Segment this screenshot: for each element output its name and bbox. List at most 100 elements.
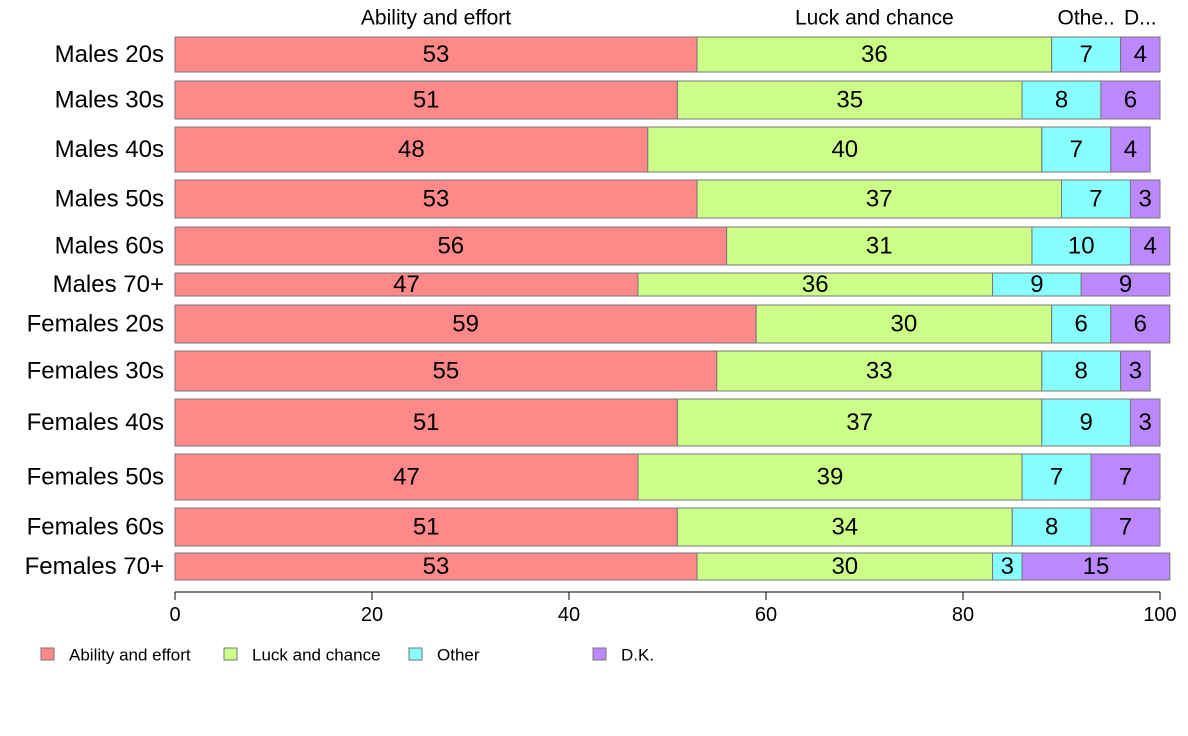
bar-row: 55 33 8 3 xyxy=(174,350,1151,392)
top-series-label: Othe.. xyxy=(1058,7,1115,30)
data-label: 7 xyxy=(1089,186,1102,213)
bar-segment xyxy=(1129,226,1171,266)
data-label: 53 xyxy=(423,553,450,580)
bar-segment xyxy=(1021,552,1171,581)
bar-segment xyxy=(696,552,994,581)
legend-swatch xyxy=(223,647,238,661)
data-label: 59 xyxy=(452,311,479,338)
bar-row: 51 35 8 6 xyxy=(174,80,1161,120)
data-label: 3 xyxy=(1139,186,1152,213)
legend: Ability and effort Luck and chance Other D.… xyxy=(40,646,654,665)
data-label: 8 xyxy=(1055,87,1068,114)
data-label: 7 xyxy=(1119,464,1132,491)
x-tick-label: 60 xyxy=(755,604,777,626)
data-label: 53 xyxy=(423,186,450,213)
bar-segment xyxy=(676,507,1013,547)
bar-segment xyxy=(1120,36,1161,73)
category-label: Females 20s xyxy=(27,311,164,338)
bars-group: 53 36 7 451 35 8 648 40 7 453 37 7 356 31 10 447 36 9 959 3… xyxy=(174,36,1171,581)
bar-segment xyxy=(1120,350,1151,392)
category-label: Males 30s xyxy=(55,87,164,114)
data-label: 48 xyxy=(398,136,425,163)
data-label: 36 xyxy=(802,271,829,298)
category-labels: Males 20s Males 30s Males 40s Males 50s Male… xyxy=(25,41,164,580)
bar-row: 47 39 7 7 xyxy=(174,453,1161,501)
data-label: 53 xyxy=(423,41,450,68)
top-series-label: D... xyxy=(1124,7,1157,30)
bar-segment xyxy=(174,36,698,73)
bar-segment xyxy=(696,179,1062,219)
bar-segment xyxy=(726,226,1033,266)
bar-row: 51 34 8 7 xyxy=(174,507,1161,547)
legend-item: Other xyxy=(408,646,480,665)
data-label: 39 xyxy=(817,464,844,491)
category-label: Males 70+ xyxy=(53,271,164,298)
data-label: 51 xyxy=(413,87,440,114)
bar-row: 56 31 10 4 xyxy=(174,226,1171,266)
data-label: 7 xyxy=(1050,464,1063,491)
bar-segment xyxy=(716,350,1043,392)
data-label: 3 xyxy=(1139,409,1152,436)
data-label: 3 xyxy=(1129,358,1142,385)
category-label: Males 40s xyxy=(55,136,164,163)
data-label: 7 xyxy=(1070,136,1083,163)
x-tick-label: 0 xyxy=(169,604,180,626)
data-label: 37 xyxy=(846,409,873,436)
bar-segment xyxy=(647,126,1043,173)
legend-item: D.K. xyxy=(592,646,654,665)
legend-label: D.K. xyxy=(621,646,654,665)
bar-segment xyxy=(1129,398,1161,447)
bar-segment xyxy=(1090,507,1161,547)
data-label: 15 xyxy=(1083,553,1110,580)
bar-segment xyxy=(1021,453,1092,501)
bar-row: 48 40 7 4 xyxy=(174,126,1151,173)
bar-segment xyxy=(755,304,1053,344)
category-label: Females 60s xyxy=(27,514,164,541)
data-label: 9 xyxy=(1030,271,1043,298)
data-label: 4 xyxy=(1143,233,1156,260)
data-label: 6 xyxy=(1134,311,1147,338)
bar-segment xyxy=(174,179,698,219)
data-label: 35 xyxy=(836,87,863,114)
data-label: 30 xyxy=(891,311,918,338)
data-label: 8 xyxy=(1075,358,1088,385)
bar-segment xyxy=(1110,126,1151,173)
legend-item: Ability and effort xyxy=(40,646,191,665)
bar-segment xyxy=(1021,80,1102,120)
category-label: Males 60s xyxy=(55,233,164,260)
bar-row: 51 37 9 3 xyxy=(174,398,1161,447)
bar-segment xyxy=(1110,304,1171,344)
data-label: 31 xyxy=(866,233,893,260)
data-label: 8 xyxy=(1045,514,1058,541)
category-label: Females 70+ xyxy=(25,553,164,580)
data-label: 4 xyxy=(1124,136,1137,163)
data-label: 36 xyxy=(861,41,888,68)
x-tick-label: 80 xyxy=(952,604,974,626)
bar-segment xyxy=(1080,272,1171,297)
bar-segment xyxy=(676,398,1043,447)
bar-segment xyxy=(1090,453,1161,501)
bar-segment xyxy=(1129,179,1161,219)
x-axis: 0 20 40 60 80 100 xyxy=(169,591,1177,626)
data-label: 6 xyxy=(1124,87,1137,114)
category-label: Females 30s xyxy=(27,358,164,385)
data-label: 55 xyxy=(433,358,460,385)
data-label: 37 xyxy=(866,186,893,213)
bar-row: 59 30 6 6 xyxy=(174,304,1171,344)
data-label: 3 xyxy=(1001,553,1014,580)
data-label: 4 xyxy=(1134,41,1147,68)
category-label: Females 50s xyxy=(27,464,164,491)
bar-row: 53 30 3 15 xyxy=(174,552,1171,581)
top-series-labels: Ability and effort Luck and chance Othe.. D… xyxy=(361,7,1157,30)
bar-row: 53 36 7 4 xyxy=(174,36,1161,73)
bar-segment xyxy=(174,453,639,501)
data-label: 56 xyxy=(437,233,464,260)
data-label: 10 xyxy=(1068,233,1095,260)
bar-segment xyxy=(174,398,678,447)
data-label: 7 xyxy=(1119,514,1132,541)
data-label: 30 xyxy=(831,553,858,580)
data-label: 40 xyxy=(831,136,858,163)
bar-segment xyxy=(696,36,1053,73)
bar-row: 53 37 7 3 xyxy=(174,179,1161,219)
legend-label: Luck and chance xyxy=(252,646,381,665)
